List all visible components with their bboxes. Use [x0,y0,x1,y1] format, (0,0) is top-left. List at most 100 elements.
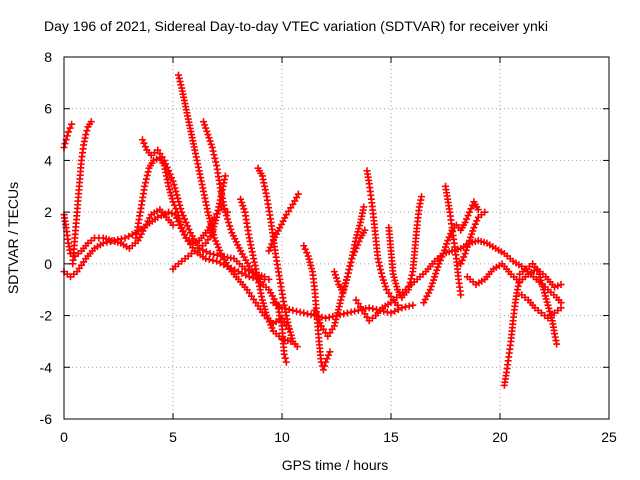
data-point [239,202,247,210]
data-point [169,265,177,273]
tick-labels: 0 5 10 15 20 25 -6 -4 -2 0 2 4 6 8 [40,49,617,445]
data-point [458,256,466,264]
data-point [323,355,331,363]
data-point [174,71,182,79]
data-point [138,136,146,144]
data-point [303,249,311,257]
data-point [464,212,472,220]
data-point [212,158,220,166]
data-point [201,121,209,129]
data-point [121,234,129,242]
data-point [165,208,173,216]
x-axis-label: GPS time / hours [282,457,389,473]
data-point [153,155,161,163]
data-point [176,78,184,86]
data-point [67,250,75,258]
data-point [431,273,439,281]
data-point [185,225,193,233]
data-point [336,299,344,307]
data-point [471,220,479,228]
data-point [170,181,178,189]
data-point [175,198,183,206]
data-point [557,304,565,312]
data-point [163,163,171,171]
data-point [387,309,395,317]
data-point [326,348,334,356]
data-point [330,268,338,276]
x-tick-label: 15 [383,429,399,445]
data-point [462,246,470,254]
series-s24 [500,275,524,389]
data-point [225,218,233,226]
data-point [206,137,214,145]
data-point [82,131,90,139]
data-point [143,171,151,179]
data-point [160,156,168,164]
data-point [322,314,330,322]
data-point [334,306,342,314]
data-point [207,140,215,148]
data-point [333,312,341,320]
series-s22 [457,208,489,268]
data-point [435,260,443,268]
data-point [442,243,449,251]
data-point [347,308,355,316]
data-point [343,273,351,281]
data-point [303,310,311,318]
data-point [407,275,415,283]
data-point [293,307,301,315]
data-point [282,305,290,313]
data-point [216,259,224,267]
data-point [439,250,447,258]
data-point [334,277,342,285]
data-point [465,208,473,216]
data-point [181,231,189,239]
series-s11 [254,164,301,351]
data-point [210,151,218,159]
series-s21 [442,182,465,299]
data-point [240,205,248,213]
data-point [391,307,399,315]
data-point [554,282,562,290]
data-point [200,118,208,126]
data-point [325,313,333,321]
data-point [87,118,95,126]
data-point [405,302,413,310]
data-point [322,358,330,366]
x-tick-label: 10 [274,429,290,445]
series-s23 [463,260,565,291]
data-point [241,265,249,273]
data-point [169,221,177,229]
data-point [463,243,471,251]
data-point [382,282,390,290]
data-point [68,120,76,128]
data-point [553,340,561,348]
data-point [473,217,481,225]
data-point [141,143,149,151]
series-s7 [174,71,293,332]
data-point [125,232,133,240]
series-s14 [300,242,334,374]
series-s3 [69,118,95,268]
y-tick-label: 2 [44,204,52,220]
data-point [206,215,214,223]
data-point [405,282,413,290]
data-point [468,230,476,238]
data-point [265,275,273,283]
data-point [361,226,369,234]
data-point [66,124,74,132]
data-point [184,222,192,230]
data-point [242,271,250,279]
data-point [346,262,354,270]
data-point [319,366,327,374]
data-point [227,225,235,233]
data-point [360,203,368,211]
y-tick-label: 4 [44,152,52,168]
data-point [173,191,181,199]
data-point [436,256,444,264]
data-point [418,193,426,201]
data-point [169,177,177,185]
data-point [165,167,173,175]
data-point [457,260,465,268]
x-tick-label: 20 [492,429,508,445]
